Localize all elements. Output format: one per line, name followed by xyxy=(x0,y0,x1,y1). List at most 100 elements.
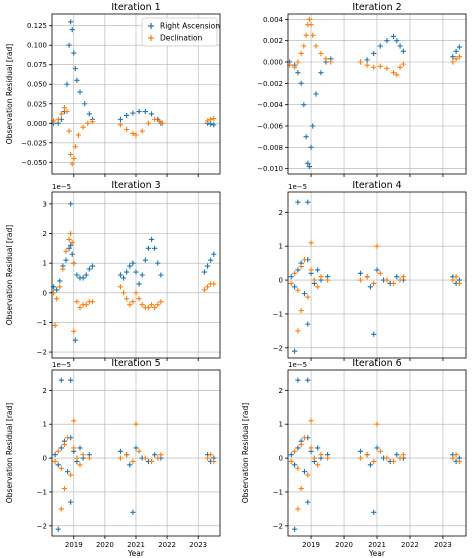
data-point xyxy=(310,123,316,129)
y-axis-label: Observation Residual [rad] xyxy=(241,403,250,503)
data-point xyxy=(124,296,130,302)
data-point xyxy=(74,455,80,461)
data-point xyxy=(208,452,214,458)
data-point xyxy=(374,421,380,427)
data-point xyxy=(130,509,136,515)
data-point xyxy=(130,110,136,116)
data-point xyxy=(397,64,403,70)
data-point xyxy=(66,245,72,251)
data-point xyxy=(86,111,92,117)
data-point xyxy=(367,284,374,290)
x-tick-label: 2021 xyxy=(368,541,386,549)
data-point xyxy=(305,294,311,300)
data-point xyxy=(130,130,136,137)
data-point xyxy=(357,270,364,276)
y-tick-label: 0.125 xyxy=(27,22,47,30)
data-point xyxy=(313,91,319,97)
y-tick-label: 1 xyxy=(279,243,283,251)
data-point xyxy=(74,299,80,305)
x-tick-label: 2019 xyxy=(65,541,83,549)
y-tick-label: −0.050 xyxy=(21,159,47,167)
panel-title: Iteration 1 xyxy=(111,2,160,13)
data-point xyxy=(308,418,314,424)
offset-text: 1e−5 xyxy=(288,183,307,191)
data-point xyxy=(295,465,301,471)
x-tick-label: 2021 xyxy=(127,541,145,549)
data-point xyxy=(136,281,142,287)
y-axis-label: Observation Residual [rad] xyxy=(5,225,14,325)
data-point xyxy=(64,108,70,115)
data-point xyxy=(74,272,80,278)
data-point xyxy=(306,16,313,22)
data-point xyxy=(384,455,390,461)
data-point xyxy=(318,274,324,280)
data-point xyxy=(80,275,86,281)
data-point xyxy=(117,122,124,128)
data-point xyxy=(456,458,463,465)
data-point xyxy=(139,302,145,308)
data-point xyxy=(127,302,133,308)
data-point xyxy=(357,455,364,461)
data-point xyxy=(58,377,64,383)
data-point xyxy=(89,299,96,305)
y-tick-label: 3 xyxy=(43,200,47,208)
data-point xyxy=(298,50,304,57)
legend-box xyxy=(141,17,218,47)
data-point xyxy=(71,260,77,266)
series-declination xyxy=(288,240,463,334)
offset-text: 1e−5 xyxy=(52,361,71,369)
data-point xyxy=(390,33,397,39)
data-point xyxy=(308,144,314,150)
data-point xyxy=(291,348,298,354)
data-point xyxy=(133,290,139,296)
data-point xyxy=(136,296,142,302)
data-point xyxy=(377,270,383,276)
data-point xyxy=(310,32,316,38)
panel-2: −0.010 −0.008 −0.006 −0.004 −0.002 0.000 0.002… xyxy=(257,2,467,177)
data-point xyxy=(211,122,217,128)
data-point xyxy=(301,43,307,49)
data-point xyxy=(301,435,308,441)
data-point xyxy=(117,272,124,278)
data-point xyxy=(305,160,311,166)
data-point xyxy=(318,50,324,57)
x-tick-label: 2019 xyxy=(302,541,320,549)
data-point xyxy=(68,377,74,383)
data-point xyxy=(301,102,307,108)
series-declination xyxy=(287,16,463,78)
panel-4: −2 −1 0 1 2 Iteration 4 1e−5 xyxy=(273,180,467,361)
data-point xyxy=(68,230,74,237)
data-point xyxy=(315,284,321,290)
data-point xyxy=(308,240,314,246)
data-point xyxy=(68,19,74,25)
data-point xyxy=(453,452,459,458)
x-tick-label: 2022 xyxy=(158,541,176,549)
data-point xyxy=(377,43,383,49)
data-point xyxy=(295,328,301,334)
data-point xyxy=(305,472,311,478)
data-point xyxy=(211,281,217,287)
data-point xyxy=(311,455,317,461)
data-point xyxy=(127,462,133,468)
data-point xyxy=(453,56,459,62)
data-point xyxy=(130,458,136,465)
data-point xyxy=(318,452,324,458)
data-point xyxy=(156,118,162,124)
y-tick-label: 0.075 xyxy=(27,61,47,69)
data-point xyxy=(68,201,74,207)
data-point xyxy=(323,56,329,62)
data-point xyxy=(328,59,334,65)
data-point xyxy=(117,455,124,461)
data-point xyxy=(295,199,301,205)
data-point xyxy=(291,448,298,454)
series-declination xyxy=(50,105,217,167)
data-point xyxy=(315,267,321,273)
data-point xyxy=(66,128,72,134)
panel-title: Iteration 5 xyxy=(111,358,160,369)
data-point xyxy=(298,485,304,492)
data-point xyxy=(400,61,406,67)
legend-label: Right Ascension xyxy=(160,22,220,31)
data-point xyxy=(158,299,164,305)
data-point xyxy=(68,151,74,158)
data-point xyxy=(152,452,158,458)
